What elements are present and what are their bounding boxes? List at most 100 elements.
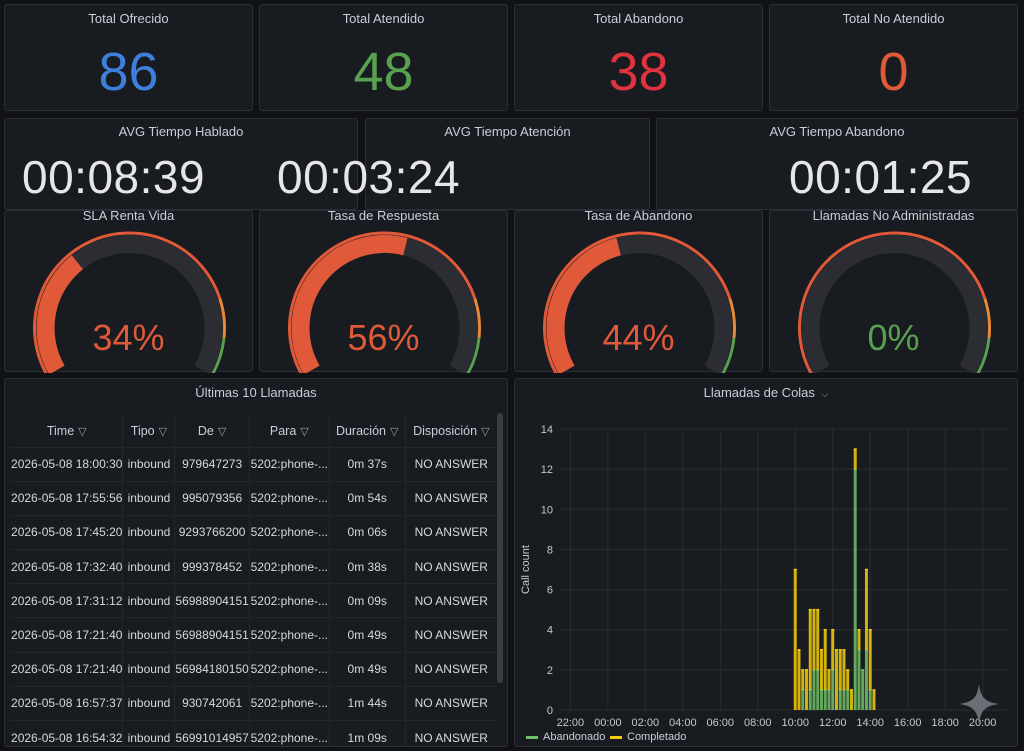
bar-abandonado	[864, 649, 868, 710]
column-header-de[interactable]: De ▽	[174, 415, 250, 447]
stat-panel-total-abandono[interactable]: Total Abandono 38	[514, 4, 763, 111]
gauge-threshold-red	[288, 231, 477, 373]
table-cell: 5202:phone-...	[249, 651, 330, 687]
table-cell: 5202:phone-...	[249, 480, 330, 516]
gauge-threshold-green	[721, 337, 736, 373]
table-cell: 2026-05-08 17:31:12	[11, 583, 124, 618]
table-row[interactable]: 2026-05-08 16:54:32 inbound 56991014957 520…	[11, 719, 497, 746]
gauge-threshold-red	[798, 231, 987, 373]
bar-completado	[864, 569, 868, 650]
time-value-atencion: 00:03:24	[277, 151, 461, 203]
time-panel-hablado[interactable]: AVG Tiempo Hablado	[4, 118, 358, 210]
gauge-arc	[798, 231, 991, 373]
legend-item-completado[interactable]: Completado	[610, 731, 686, 743]
table-cell: 56984180150	[174, 651, 250, 687]
gauge-value: 0%	[867, 317, 920, 358]
chevron-down-icon[interactable]: ⌵	[821, 389, 829, 399]
table-cell: 56988904151	[174, 617, 250, 653]
filter-icon[interactable]: ▽	[300, 425, 309, 438]
table-cell: 0m 37s	[329, 446, 406, 482]
column-header-disposicion[interactable]: Disposición ▽	[405, 415, 497, 447]
table-cell: NO ANSWER	[405, 446, 497, 482]
legend-label: Abandonado	[543, 731, 606, 743]
column-header-para[interactable]: Para ▽	[249, 415, 330, 447]
time-panel-abandono[interactable]: AVG Tiempo Abandono	[656, 118, 1018, 210]
column-label: Time	[46, 423, 75, 438]
table-row[interactable]: 2026-05-08 17:31:12 inbound 56988904151 520…	[11, 583, 497, 618]
table-cell: 5202:phone-...	[249, 685, 330, 721]
gauge-threshold-red	[543, 231, 732, 373]
time-panel-atencion[interactable]: AVG Tiempo Atención	[365, 118, 650, 210]
panel-title: Total Atendido	[342, 11, 425, 26]
table-row[interactable]: 2026-05-08 17:21:40 inbound 56984180150 520…	[11, 651, 497, 687]
bar-completado	[804, 669, 808, 710]
table-cell: inbound	[122, 685, 176, 721]
gauge-arc	[33, 231, 226, 373]
column-header-tipo[interactable]: Tipo ▽	[122, 415, 176, 447]
table-row[interactable]: 2026-05-08 17:21:40 inbound 56988904151 520…	[11, 617, 497, 653]
table-row[interactable]: 2026-05-08 18:00:30 inbound 979647273 5202:…	[11, 446, 497, 482]
bar-completado	[816, 609, 820, 670]
gauge-panel-abandono[interactable]: Tasa de Abandono 44%	[514, 208, 763, 373]
panel-title: AVG Tiempo Abandono	[769, 124, 905, 139]
x-tick-label: 20:00	[969, 717, 997, 729]
filter-icon[interactable]: ▽	[481, 425, 490, 438]
bar-completado	[808, 609, 812, 690]
column-header-duracion[interactable]: Duración ▽	[329, 415, 406, 447]
gauge-panel-no-administradas[interactable]: Llamadas No Administradas 0%	[769, 208, 1018, 373]
table-cell: 5202:phone-...	[249, 583, 330, 618]
gauge-arc	[288, 231, 481, 373]
stat-panel-total-atendido[interactable]: Total Atendido 48	[259, 4, 508, 111]
filter-icon[interactable]: ▽	[389, 425, 399, 438]
y-tick-label: 6	[547, 585, 553, 597]
y-tick-label: 12	[541, 464, 553, 476]
panel-title: Total No Atendido	[842, 11, 945, 26]
bar-abandonado	[868, 689, 872, 710]
table-cell: NO ANSWER	[405, 685, 497, 721]
y-tick-label: 0	[547, 705, 553, 717]
legend-item-abandonado[interactable]: Abandonado	[526, 731, 605, 743]
bar-abandonado	[816, 669, 820, 710]
queue-chart-panel[interactable]: Llamadas de Colas ⌵ 0 2 4 6 8 10 12 14 22:00 00:0…	[514, 378, 1018, 747]
legend-swatch	[526, 735, 538, 739]
x-tick-label: 22:00	[557, 717, 585, 729]
table-row[interactable]: 2026-05-08 17:45:20 inbound 9293766200 5202…	[11, 514, 497, 550]
y-tick-label: 2	[547, 665, 553, 677]
bar-completado	[838, 649, 842, 690]
table-cell: 56988904151	[174, 583, 250, 618]
table-row[interactable]: 2026-05-08 17:55:56 inbound 995079356 5202:…	[11, 480, 497, 516]
table-cell: 0m 49s	[329, 651, 406, 687]
bar-completado	[849, 689, 853, 710]
x-tick-label: 16:00	[894, 717, 922, 729]
table-cell: 979647273	[174, 446, 250, 482]
stat-panel-total-ofrecido[interactable]: Total Ofrecido 86	[4, 4, 253, 111]
calls-table-body: 2026-05-08 18:00:30 inbound 979647273 5202:…	[11, 446, 497, 746]
gauge-value: 34%	[92, 317, 165, 358]
filter-icon[interactable]: ▽	[217, 425, 227, 438]
panel-title[interactable]: Llamadas de Colas ⌵	[515, 385, 1017, 400]
x-tick-label: 06:00	[707, 717, 735, 729]
gauge-panel-sla[interactable]: SLA Renta Vida 34%	[4, 208, 253, 373]
table-cell: 2026-05-08 17:55:56	[11, 480, 124, 516]
bar-abandonado	[827, 689, 831, 710]
stat-panel-total-no-atendido[interactable]: Total No Atendido 0	[769, 4, 1018, 111]
y-tick-label: 10	[541, 504, 553, 516]
gauge-threshold-orange	[983, 298, 991, 339]
calls-table: Time ▽ Tipo ▽ De ▽ Para ▽ Duración ▽ Disposic…	[11, 415, 497, 746]
bar-abandonado	[808, 689, 812, 710]
table-cell: NO ANSWER	[405, 549, 497, 584]
table-cell: 2026-05-08 17:32:40	[11, 549, 124, 584]
bar-abandonado	[831, 669, 835, 710]
bar-abandonado	[823, 689, 827, 710]
panel-title: SLA Renta Vida	[82, 208, 175, 223]
filter-icon[interactable]: ▽	[78, 425, 87, 438]
table-row[interactable]: 2026-05-08 17:32:40 inbound 999378452 5202:…	[11, 549, 497, 584]
column-header-time[interactable]: Time ▽	[11, 415, 124, 447]
filter-icon[interactable]: ▽	[158, 425, 168, 438]
table-scrollbar[interactable]	[497, 413, 503, 683]
table-row[interactable]: 2026-05-08 16:57:37 inbound 930742061 5202:…	[11, 685, 497, 721]
table-cell: 2026-05-08 16:54:32	[11, 719, 124, 746]
calls-table-panel[interactable]: Últimas 10 Llamadas Time ▽ Tipo ▽ De ▽ Para…	[4, 378, 508, 747]
bar-completado	[853, 449, 857, 470]
gauge-panel-respuesta[interactable]: Tasa de Respuesta 56%	[259, 208, 508, 373]
